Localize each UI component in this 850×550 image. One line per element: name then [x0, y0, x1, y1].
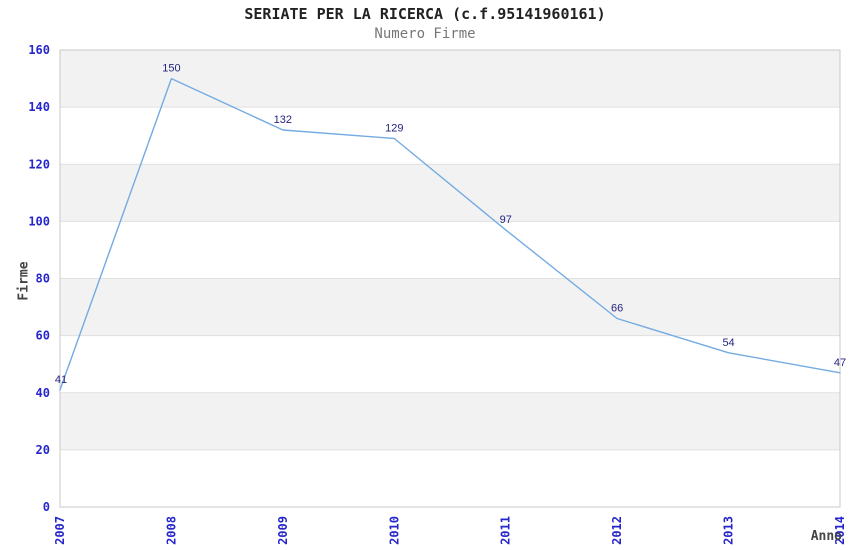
chart-subtitle: Numero Firme — [374, 26, 476, 42]
point-label: 97 — [500, 214, 512, 226]
grid-band — [60, 50, 840, 108]
x-tick-label: 2009 — [276, 516, 290, 545]
y-tick-label: 140 — [28, 100, 50, 114]
grid-band — [60, 164, 840, 222]
point-label: 129 — [385, 123, 403, 135]
x-tick-label: 2013 — [722, 516, 736, 545]
y-tick-label: 40 — [36, 386, 50, 400]
x-tick-label: 2010 — [387, 516, 401, 545]
x-tick-label: 2012 — [610, 516, 624, 545]
plot-border — [59, 49, 841, 508]
point-label: 132 — [274, 114, 292, 126]
point-label: 47 — [834, 357, 846, 369]
point-label: 66 — [611, 302, 623, 314]
y-tick-label: 100 — [28, 214, 50, 228]
x-axis-title: Anno — [810, 529, 842, 544]
x-tick-label: 2007 — [53, 516, 67, 545]
x-tick-label: 2008 — [164, 516, 178, 545]
y-tick-label: 20 — [36, 443, 50, 457]
x-tick-label: 2014 — [833, 516, 847, 545]
point-label: 54 — [722, 337, 734, 349]
y-tick-label: 80 — [36, 272, 50, 286]
y-tick-label: 160 — [28, 43, 50, 57]
data-line — [59, 77, 841, 391]
grid-band — [60, 278, 840, 336]
y-tick-label: 0 — [43, 500, 50, 514]
point-label: 41 — [55, 374, 67, 386]
chart-title: SERIATE PER LA RICERCA (c.f.95141960161) — [244, 5, 606, 23]
x-tick-label: 2011 — [499, 516, 513, 545]
point-label: 150 — [162, 63, 180, 75]
grid-band — [60, 392, 840, 450]
y-tick-label: 60 — [36, 329, 50, 343]
y-tick-label: 120 — [28, 157, 50, 171]
